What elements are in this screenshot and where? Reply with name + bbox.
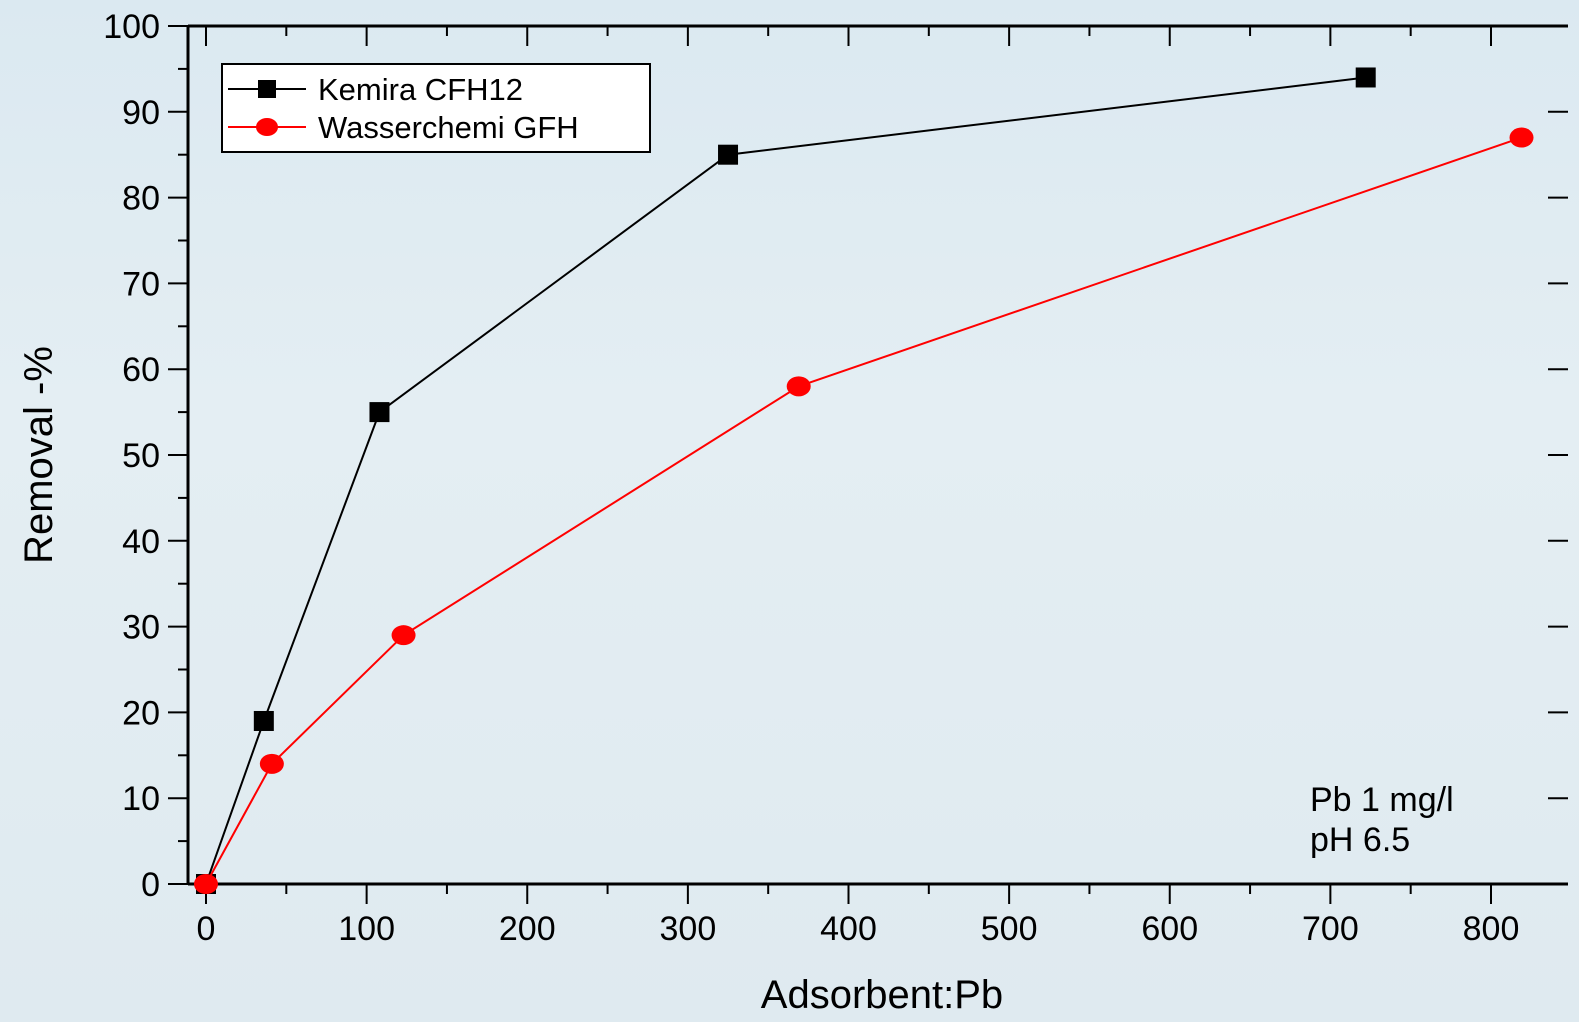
y-tick-label-70: 70: [122, 265, 160, 303]
x-tick-label-0: 0: [197, 910, 216, 948]
series-1-point-2: [391, 625, 416, 646]
series-0-point-4: [1355, 67, 1376, 88]
y-tick-label-50: 50: [122, 437, 160, 475]
x-tick-label-700: 700: [1302, 910, 1359, 948]
series-line-1: [205, 136, 1522, 885]
legend: Kemira CFH12 Wasserchemi GFH: [221, 63, 651, 153]
y-tick-label-10: 10: [122, 780, 160, 818]
legend-label-series-0: Kemira CFH12: [318, 72, 523, 107]
legend-box: [221, 63, 651, 153]
x-tick-label-100: 100: [338, 910, 395, 948]
series-1-point-0: [194, 874, 218, 894]
y-tick-label-80: 80: [122, 180, 160, 218]
x-tick-label-500: 500: [981, 910, 1038, 948]
series-0-point-2: [369, 402, 390, 423]
y-tick-label-0: 0: [141, 866, 160, 904]
x-tick-label-800: 800: [1463, 910, 1520, 948]
y-axis-title: Removal -%: [17, 346, 61, 564]
series-line-0: [205, 76, 1366, 885]
legend-label-series-1: Wasserchemi GFH: [318, 110, 579, 145]
series-0-point-1: [253, 710, 274, 731]
y-tick-label-30: 30: [122, 609, 160, 647]
annotation-ph: pH 6.5: [1310, 821, 1410, 859]
series-1-point-4: [1509, 127, 1534, 148]
x-tick-label-400: 400: [820, 910, 877, 948]
y-tick-label-90: 90: [122, 94, 160, 132]
x-tick-label-200: 200: [499, 910, 556, 948]
series-1-point-3: [786, 376, 811, 397]
y-tick-label-40: 40: [122, 523, 160, 561]
axes: 0 10 20 30 40 50 60 70 80 90 100 0 100 200 300 400 500 60…: [103, 8, 1568, 948]
series-0-point-3: [718, 144, 739, 165]
y-tick-label-20: 20: [122, 694, 160, 732]
series-1-point-1: [259, 753, 284, 774]
y-tick-label-60: 60: [122, 351, 160, 389]
legend-marker-series-0: [258, 80, 276, 98]
annotation-concentration: Pb 1 mg/l: [1310, 781, 1454, 819]
x-axis-title: Adsorbent:Pb: [761, 973, 1003, 1017]
x-tick-label-600: 600: [1141, 910, 1198, 948]
series-layer: [194, 67, 1534, 894]
y-tick-label-100: 100: [103, 8, 160, 46]
x-tick-label-300: 300: [660, 910, 717, 948]
legend-marker-series-1: [256, 118, 278, 136]
